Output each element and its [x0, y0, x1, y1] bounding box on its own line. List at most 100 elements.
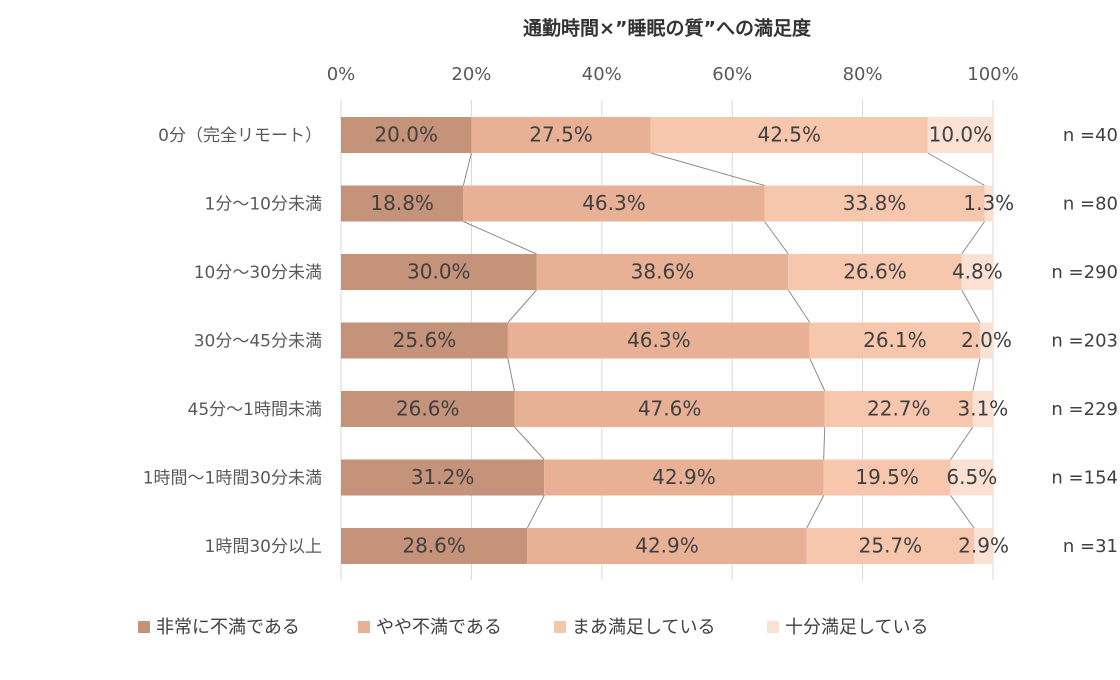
bar-segment	[972, 391, 993, 427]
data-label: 19.5%	[855, 465, 919, 489]
bar-segment	[788, 254, 962, 290]
series-connector-line	[764, 221, 789, 255]
data-label: 20.0%	[374, 123, 438, 147]
series-connector-line	[507, 289, 537, 323]
bar-segment	[471, 117, 651, 153]
data-label: 22.7%	[867, 397, 931, 421]
bar-segment	[514, 391, 825, 427]
chart-title: 通勤時間×”睡眠の質”への満足度	[523, 17, 812, 40]
data-label: 38.6%	[631, 260, 695, 284]
bar-segment	[527, 528, 807, 564]
bar-segment	[961, 254, 993, 290]
data-label: 27.5%	[529, 123, 593, 147]
series-connector-line	[507, 358, 515, 392]
series-connector-line	[961, 221, 985, 255]
x-tick-label: 0%	[327, 64, 356, 85]
x-tick-label: 40%	[582, 64, 622, 85]
sample-size-label: n =31	[1063, 536, 1118, 557]
legend-label: 十分満足している	[785, 617, 928, 638]
series-connector-line	[927, 152, 985, 186]
bar-segment	[536, 254, 789, 290]
data-label: 46.3%	[627, 328, 691, 352]
sample-size-label: n =40	[1063, 125, 1118, 146]
bar-segment	[341, 185, 464, 222]
data-label: 47.6%	[638, 397, 702, 421]
bar-segment	[341, 528, 528, 564]
legend-label: まあ満足している	[572, 617, 715, 638]
category-label: 1分～10分未満	[205, 195, 322, 215]
series-connector-line	[972, 358, 981, 392]
bar-segment	[341, 322, 508, 359]
legend-swatch	[138, 621, 150, 633]
data-label: 6.5%	[946, 465, 997, 489]
data-label: 26.6%	[843, 260, 907, 284]
data-label: 2.0%	[961, 328, 1012, 352]
legend-label: やや不満である	[376, 617, 502, 638]
sample-size-label: n =229	[1051, 399, 1118, 420]
bar-segment	[507, 322, 810, 359]
series-connector-line	[961, 289, 981, 323]
data-label: 26.6%	[396, 397, 460, 421]
data-label: 30.0%	[407, 260, 471, 284]
data-label: 42.9%	[652, 465, 716, 489]
data-label: 4.8%	[952, 260, 1003, 284]
data-label: 10.0%	[929, 123, 993, 147]
category-label: 1時間30分以上	[205, 537, 322, 557]
x-tick-label: 20%	[451, 64, 491, 85]
series-connector-line	[806, 495, 825, 529]
data-label: 18.8%	[370, 191, 434, 215]
x-tick-label: 80%	[843, 64, 883, 85]
legend-swatch	[554, 621, 566, 633]
legend-label: 非常に不満である	[156, 617, 300, 638]
legend-swatch	[358, 621, 370, 633]
data-label: 26.1%	[863, 328, 927, 352]
series-connector-line	[787, 289, 811, 323]
series-connector-line	[462, 152, 472, 186]
sample-size-label: n =80	[1063, 194, 1118, 215]
bar-segment	[341, 117, 472, 153]
x-tick-label: 100%	[967, 64, 1018, 85]
category-label: 10分～30分未満	[194, 263, 322, 283]
bar-segment	[650, 117, 928, 153]
series-connector-line	[950, 426, 974, 460]
bar-segment	[974, 528, 993, 564]
bar-segment	[950, 459, 993, 496]
bar-segment	[341, 459, 545, 496]
data-label: 1.3%	[963, 191, 1014, 215]
bar-segment	[544, 459, 824, 496]
bar-segment	[984, 185, 993, 222]
series-connector-line	[650, 152, 765, 186]
data-label: 25.6%	[393, 328, 457, 352]
sample-size-label: n =203	[1051, 331, 1118, 352]
series-connector-line	[950, 495, 975, 529]
sample-size-label: n =290	[1051, 262, 1118, 283]
category-label: 45分～1時間未満	[188, 400, 322, 420]
category-label: 30分～45分未満	[194, 332, 322, 352]
data-label: 3.1%	[957, 397, 1008, 421]
x-tick-label: 60%	[712, 64, 752, 85]
data-label: 42.9%	[635, 534, 699, 558]
series-connector-line	[463, 221, 537, 255]
bar-segment	[764, 185, 985, 222]
bar-segment	[341, 391, 515, 427]
data-label: 31.2%	[411, 465, 475, 489]
category-label: 0分（完全リモート）	[158, 126, 322, 146]
data-label: 28.6%	[402, 534, 466, 558]
bar-segment	[979, 322, 993, 359]
legend-swatch	[767, 621, 779, 633]
bar-segment	[927, 117, 993, 153]
bar-segment	[824, 391, 973, 427]
category-label: 1時間～1時間30分未満	[143, 469, 322, 489]
data-label: 2.9%	[958, 534, 1009, 558]
series-connector-line	[526, 495, 545, 529]
series-connector-line	[823, 426, 826, 460]
series-connector-line	[809, 358, 826, 392]
bar-segment	[823, 459, 951, 496]
data-label: 42.5%	[757, 123, 821, 147]
data-label: 25.7%	[859, 534, 923, 558]
bar-segment	[806, 528, 975, 564]
bar-segment	[809, 322, 980, 359]
series-connector-line	[514, 426, 545, 460]
